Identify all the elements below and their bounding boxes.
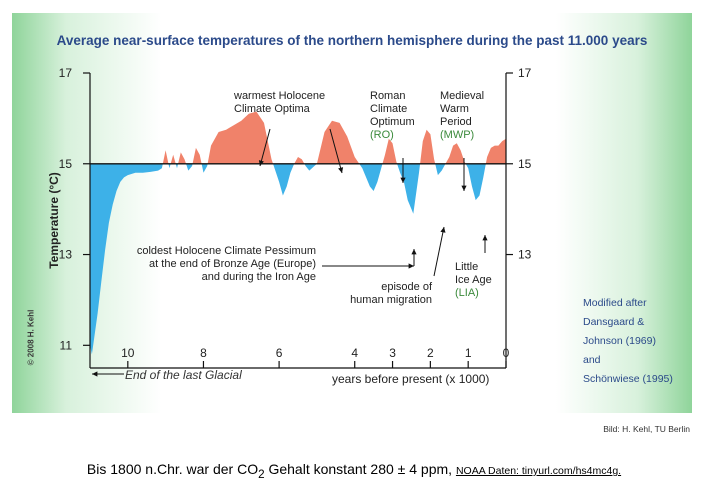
x-tick-label: 10 bbox=[121, 346, 135, 360]
annotation-arrow-line bbox=[433, 226, 445, 277]
annotation-arrowhead bbox=[408, 263, 414, 269]
footer-caption: Bis 1800 n.Chr. war der CO2 Gehalt konst… bbox=[0, 461, 708, 481]
annotation-end-last-glacial: End of the last Glacial bbox=[125, 368, 242, 382]
annotation-arrowhead bbox=[440, 227, 446, 233]
y-tick-label-right: 17 bbox=[518, 66, 532, 80]
annotation-little-ice-age: Little bbox=[455, 261, 478, 273]
annotation-arrowhead bbox=[92, 371, 98, 377]
x-axis-label: years before present (x 1000) bbox=[332, 372, 489, 386]
annotation-arrowhead bbox=[258, 160, 264, 166]
y-tick-label-left: 13 bbox=[59, 248, 73, 262]
annotation-arrow-line bbox=[329, 128, 343, 174]
copyright-label: © 2008 H. Kehl bbox=[26, 309, 36, 366]
y-tick-label-left: 15 bbox=[59, 157, 73, 171]
annotation-arrowhead bbox=[411, 249, 417, 255]
x-tick-label: 6 bbox=[276, 346, 283, 360]
annotation-little-ice-age: Ice Age bbox=[455, 274, 492, 286]
annotation-modified-after: and bbox=[583, 354, 601, 366]
annotation-coldest-pessimum: and during the Iron Age bbox=[202, 271, 316, 283]
annotation-human-migration: episode of bbox=[381, 281, 433, 293]
y-tick-label-left: 17 bbox=[59, 66, 73, 80]
annotation-warmest-optima: Climate Optima bbox=[234, 103, 311, 115]
annotation-modified-after: Johnson (1969) bbox=[583, 335, 656, 347]
chart-title: Average near-surface temperatures of the… bbox=[56, 33, 648, 48]
x-tick-label: 4 bbox=[351, 346, 358, 360]
warm-area bbox=[162, 111, 506, 164]
y-tick-label-left: 11 bbox=[60, 338, 73, 352]
annotation-coldest-pessimum: at the end of Bronze Age (Europe) bbox=[149, 258, 316, 270]
x-tick-label: 3 bbox=[389, 346, 396, 360]
annotation-arrowhead bbox=[482, 235, 488, 241]
footer-subscript: 2 bbox=[258, 467, 265, 481]
footer-prefix: Bis 1800 n.Chr. war der CO bbox=[86, 461, 259, 477]
annotation-modified-after: Dansgaard & bbox=[583, 316, 644, 328]
annotation-warmest-optima: warmest Holocene bbox=[233, 90, 325, 102]
annotation-roman-optimum: Climate bbox=[370, 103, 407, 115]
annotation-modified-after: Schönwiese (1995) bbox=[583, 373, 673, 385]
cold-area bbox=[90, 163, 506, 355]
y-tick-label-right: 15 bbox=[518, 157, 532, 171]
annotation-roman-optimum: Optimum bbox=[370, 116, 415, 128]
image-credit: Bild: H. Kehl, TU Berlin bbox=[603, 424, 690, 434]
footer-suffix: Gehalt konstant 280 ± 4 ppm, bbox=[264, 461, 456, 477]
annotation-medieval-warm: Medieval bbox=[440, 90, 484, 102]
x-tick-label: 2 bbox=[427, 346, 434, 360]
y-axis-label: Temperature (°C) bbox=[47, 172, 61, 269]
y-tick-label-right: 13 bbox=[518, 248, 532, 262]
annotation-arrowhead bbox=[338, 167, 344, 173]
x-tick-label: 8 bbox=[200, 346, 207, 360]
annotation-medieval-warm: Period bbox=[440, 116, 472, 128]
footer-source-link[interactable]: NOAA Daten: tinyurl.com/hs4mc4g. bbox=[455, 465, 622, 477]
annotation-roman-optimum: Roman bbox=[370, 90, 405, 102]
annotation-lia-abbr: (LIA) bbox=[455, 287, 479, 299]
annotation-mwp-abbr: (MWP) bbox=[440, 129, 474, 141]
annotation-arrowhead bbox=[400, 177, 406, 183]
x-tick-label: 1 bbox=[465, 346, 472, 360]
chart-panel: 17 15 13 11 17 15 13 10 8 6 4 3 2 1 0 Temperature (°C) y… bbox=[12, 13, 692, 413]
annotation-human-migration: human migration bbox=[350, 294, 432, 306]
annotation-arrow-line bbox=[259, 128, 271, 167]
annotation-medieval-warm: Warm bbox=[440, 103, 469, 115]
annotation-arrowhead bbox=[461, 185, 467, 191]
annotation-ro-abbr: (RO) bbox=[370, 129, 394, 141]
x-tick-label: 0 bbox=[503, 346, 510, 360]
annotation-modified-after: Modified after bbox=[583, 297, 647, 309]
annotation-coldest-pessimum: coldest Holocene Climate Pessimum bbox=[137, 245, 316, 257]
